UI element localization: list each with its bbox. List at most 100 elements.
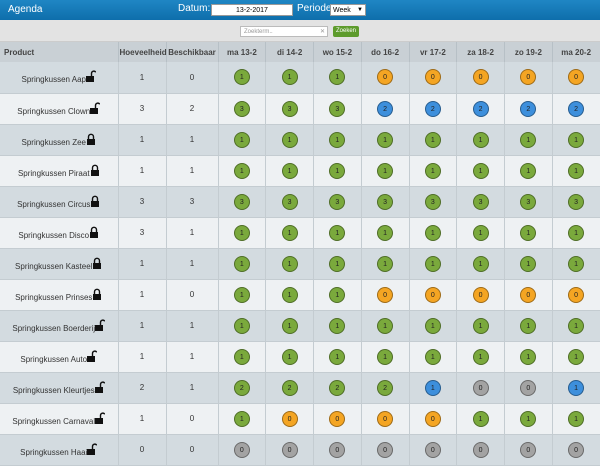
availability-dot[interactable]: 1 [233,348,250,365]
column-header[interactable]: ma 13-2 [218,42,267,62]
availability-dot[interactable]: 1 [329,286,346,303]
availability-dot[interactable]: 1 [281,348,298,365]
availability-dot[interactable]: 0 [520,441,537,458]
availability-dot[interactable]: 2 [377,379,394,396]
lock-closed[interactable] [92,288,102,300]
availability-dot[interactable]: 1 [472,255,489,272]
availability-dot[interactable]: 1 [568,224,585,241]
availability-dot[interactable]: 1 [329,131,346,148]
availability-dot[interactable]: 0 [329,441,346,458]
availability-dot[interactable]: 2 [568,100,585,117]
availability-dot[interactable]: 0 [472,286,489,303]
availability-dot[interactable]: 1 [233,286,250,303]
availability-dot[interactable]: 2 [472,100,489,117]
availability-dot[interactable]: 1 [424,379,441,396]
availability-dot[interactable]: 0 [424,286,441,303]
column-header[interactable]: Hoeveelheid [118,42,167,62]
availability-dot[interactable]: 0 [424,410,441,427]
availability-dot[interactable]: 0 [472,441,489,458]
availability-dot[interactable]: 1 [568,162,585,179]
lock-open[interactable] [87,349,98,362]
column-header[interactable]: do 16-2 [361,42,410,62]
availability-dot[interactable]: 1 [520,255,537,272]
availability-dot[interactable]: 1 [424,162,441,179]
availability-dot[interactable]: 1 [568,410,585,427]
lock-closed[interactable] [86,133,96,145]
availability-dot[interactable]: 0 [281,441,298,458]
availability-dot[interactable]: 1 [281,131,298,148]
availability-dot[interactable]: 1 [472,224,489,241]
search-button[interactable]: Zoeken [333,26,359,37]
lock-closed[interactable] [89,226,99,238]
column-header[interactable]: vr 17-2 [409,42,458,62]
lock-closed[interactable] [90,195,100,207]
availability-dot[interactable]: 1 [233,69,250,86]
availability-dot[interactable]: 1 [520,162,537,179]
availability-dot[interactable]: 1 [472,348,489,365]
availability-dot[interactable]: 3 [568,193,585,210]
availability-dot[interactable]: 1 [520,410,537,427]
availability-dot[interactable]: 0 [568,69,585,86]
availability-dot[interactable]: 2 [233,379,250,396]
lock-closed[interactable] [90,164,100,176]
availability-dot[interactable]: 3 [281,100,298,117]
availability-dot[interactable]: 0 [472,69,489,86]
availability-dot[interactable]: 1 [233,224,250,241]
search-input[interactable]: Zoekterm.. ✕ [240,26,328,37]
lock-open[interactable] [95,318,106,331]
availability-dot[interactable]: 1 [568,317,585,334]
availability-dot[interactable]: 1 [424,255,441,272]
availability-dot[interactable]: 1 [329,162,346,179]
availability-dot[interactable]: 1 [233,317,250,334]
availability-dot[interactable]: 1 [377,255,394,272]
availability-dot[interactable]: 1 [281,255,298,272]
availability-dot[interactable]: 1 [329,317,346,334]
clear-icon[interactable]: ✕ [319,29,325,35]
availability-dot[interactable]: 1 [472,162,489,179]
availability-dot[interactable]: 2 [329,379,346,396]
availability-dot[interactable]: 0 [472,379,489,396]
availability-dot[interactable]: 0 [377,410,394,427]
availability-dot[interactable]: 2 [520,100,537,117]
date-input[interactable]: 13-2-2017 [211,4,293,16]
availability-dot[interactable]: 1 [329,255,346,272]
availability-dot[interactable]: 1 [568,255,585,272]
period-select[interactable]: Week ▼ [330,4,366,16]
availability-dot[interactable]: 1 [472,317,489,334]
availability-dot[interactable]: 0 [424,69,441,86]
availability-dot[interactable]: 3 [520,193,537,210]
availability-dot[interactable]: 1 [329,69,346,86]
availability-dot[interactable]: 1 [233,410,250,427]
availability-dot[interactable]: 0 [568,441,585,458]
availability-dot[interactable]: 1 [377,224,394,241]
availability-dot[interactable]: 1 [472,131,489,148]
availability-dot[interactable]: 2 [377,100,394,117]
lock-open[interactable] [87,442,98,455]
availability-dot[interactable]: 1 [520,224,537,241]
availability-dot[interactable]: 1 [377,317,394,334]
lock-open[interactable] [86,70,97,83]
availability-dot[interactable]: 1 [377,131,394,148]
availability-dot[interactable]: 3 [377,193,394,210]
availability-dot[interactable]: 0 [281,410,298,427]
availability-dot[interactable]: 1 [281,317,298,334]
availability-dot[interactable]: 1 [424,317,441,334]
availability-dot[interactable]: 1 [281,162,298,179]
availability-dot[interactable]: 1 [329,224,346,241]
availability-dot[interactable]: 1 [520,131,537,148]
availability-dot[interactable]: 1 [233,255,250,272]
availability-dot[interactable]: 1 [424,348,441,365]
availability-dot[interactable]: 1 [377,162,394,179]
column-header[interactable]: ma 20-2 [552,42,600,62]
availability-dot[interactable]: 0 [520,69,537,86]
availability-dot[interactable]: 3 [329,100,346,117]
availability-dot[interactable]: 0 [377,286,394,303]
availability-dot[interactable]: 1 [233,162,250,179]
lock-open[interactable] [90,101,101,114]
lock-open[interactable] [94,380,106,393]
availability-dot[interactable]: 0 [233,441,250,458]
column-header[interactable]: Beschikbaar [166,42,219,62]
availability-dot[interactable]: 1 [281,69,298,86]
availability-dot[interactable]: 0 [377,69,394,86]
availability-dot[interactable]: 3 [281,193,298,210]
